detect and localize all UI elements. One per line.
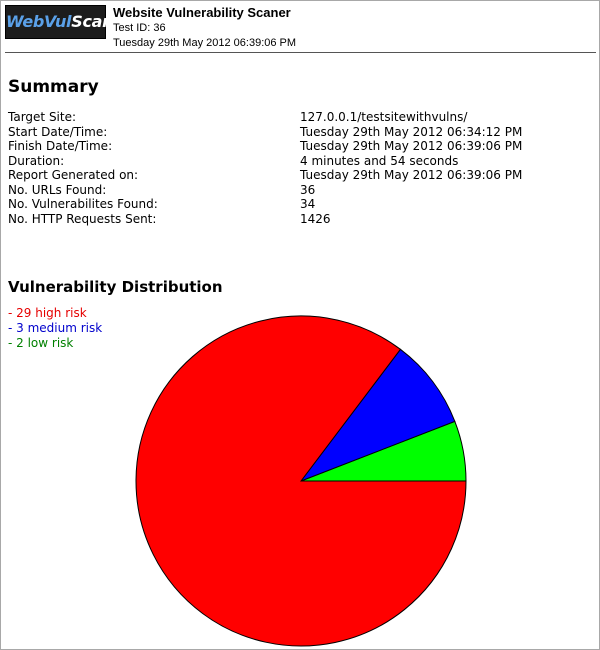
summary-label: No. Vulnerabilites Found: — [8, 197, 158, 211]
summary-table: Target Site: 127.0.0.1/testsitewithvulns/… — [8, 110, 588, 226]
test-date: Tuesday 29th May 2012 06:39:06 PM — [113, 37, 297, 49]
summary-row: No. URLs Found: 36 — [8, 183, 588, 198]
summary-value: 4 minutes and 54 seconds — [300, 153, 459, 168]
report-header: WebVulScan Website Vulnerability Scaner … — [1, 1, 600, 53]
pie-slice-medium-risk — [299, 348, 456, 483]
summary-row: No. Vulnerabilites Found: 34 — [8, 197, 588, 212]
legend-item: - 29 high risk — [8, 306, 87, 320]
summary-row: Report Generated on: Tuesday 29th May 201… — [8, 168, 588, 183]
summary-value: 36 — [300, 182, 316, 197]
summary-label: Start Date/Time: — [8, 124, 108, 139]
summary-label: Report Generated on: — [8, 168, 139, 182]
summary-value: 127.0.0.1/testsitewithvulns/ — [300, 110, 468, 124]
distribution-heading: Vulnerability Distribution — [8, 278, 223, 296]
summary-value: 1426 — [300, 211, 331, 226]
app-title: Website Vulnerability Scaner — [113, 5, 291, 20]
summary-label: No. HTTP Requests Sent: — [8, 211, 157, 226]
summary-label: Finish Date/Time: — [8, 139, 113, 153]
legend-item: - 2 low risk — [8, 336, 74, 350]
vulnerability-pie-chart — [135, 315, 467, 647]
summary-row: Target Site: 127.0.0.1/testsitewithvulns/ — [8, 110, 588, 125]
app-logo: WebVulScan — [5, 5, 114, 39]
chart-legend: - 29 high risk - 3 medium risk - 2 low ris… — [8, 306, 102, 351]
summary-value: Tuesday 29th May 2012 06:39:06 PM — [300, 168, 523, 182]
summary-value: Tuesday 29th May 2012 06:34:12 PM — [300, 124, 523, 139]
summary-row: No. HTTP Requests Sent: 1426 — [8, 212, 588, 227]
summary-row: Duration: 4 minutes and 54 seconds — [8, 154, 588, 169]
summary-label: Duration: — [8, 153, 65, 168]
summary-row: Finish Date/Time: Tuesday 29th May 2012 0… — [8, 139, 588, 154]
test-id: Test ID: 36 — [113, 22, 166, 34]
summary-label: No. URLs Found: — [8, 182, 107, 197]
summary-row: Start Date/Time: Tuesday 29th May 2012 06… — [8, 125, 588, 140]
summary-value: Tuesday 29th May 2012 06:39:06 PM — [300, 139, 523, 153]
header-divider — [5, 52, 596, 53]
summary-value: 34 — [300, 197, 316, 211]
pie-slice-high-risk — [135, 315, 467, 647]
summary-heading: Summary — [8, 77, 99, 97]
summary-label: Target Site: — [8, 110, 77, 124]
legend-item: - 3 medium risk — [8, 321, 103, 335]
